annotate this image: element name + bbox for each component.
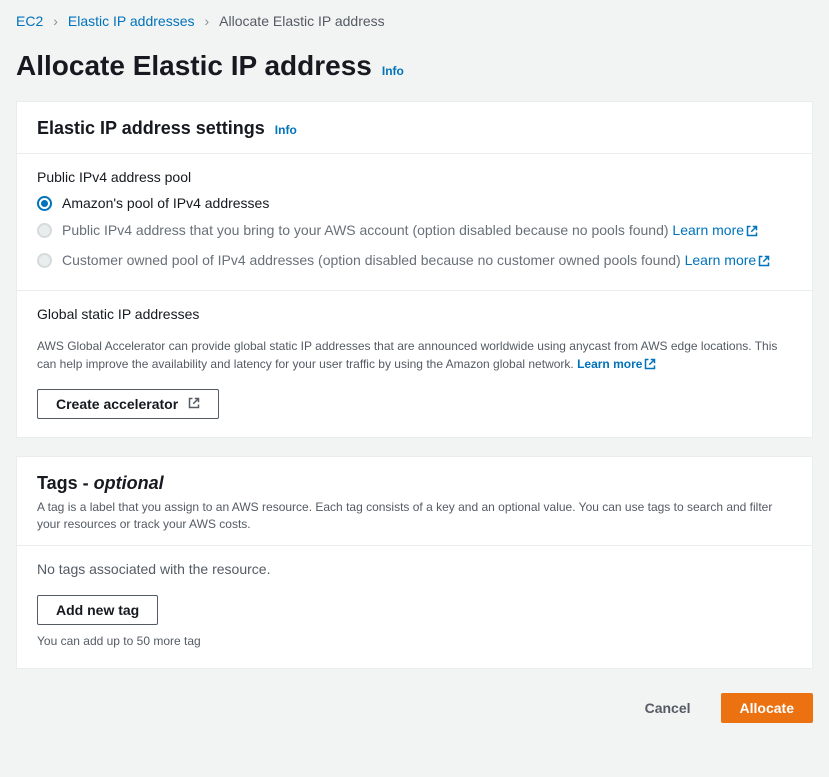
- pool-option-byoip: Public IPv4 address that you bring to yo…: [37, 221, 792, 243]
- tags-description: A tag is a label that you assign to an A…: [37, 499, 792, 533]
- learn-more-link[interactable]: Learn more: [685, 252, 771, 268]
- cancel-button[interactable]: Cancel: [627, 693, 709, 723]
- learn-more-link[interactable]: Learn more: [577, 357, 656, 371]
- learn-more-text: Learn more: [685, 252, 757, 268]
- global-ip-desc-text: AWS Global Accelerator can provide globa…: [37, 339, 777, 371]
- tags-title-suffix: optional: [94, 473, 164, 493]
- pool-option-amazon[interactable]: Amazon's pool of IPv4 addresses: [37, 194, 792, 214]
- tags-title-prefix: Tags -: [37, 473, 94, 493]
- global-ip-heading: Global static IP addresses: [37, 305, 792, 325]
- pool-option-label: Amazon's pool of IPv4 addresses: [62, 194, 269, 214]
- footer-actions: Cancel Allocate: [16, 687, 813, 723]
- tags-panel-title: Tags - optional: [37, 471, 792, 496]
- global-ip-description: AWS Global Accelerator can provide globa…: [37, 337, 792, 375]
- tags-limit-note: You can add up to 50 more tag: [37, 633, 792, 650]
- settings-panel: Elastic IP address settings Info Public …: [16, 101, 813, 438]
- pool-option-text: Customer owned pool of IPv4 addresses (o…: [62, 252, 685, 268]
- chevron-right-icon: ›: [205, 12, 210, 32]
- learn-more-text: Learn more: [577, 357, 642, 371]
- breadcrumb-current: Allocate Elastic IP address: [219, 12, 385, 32]
- page-title: Allocate Elastic IP address: [16, 46, 372, 85]
- learn-more-link[interactable]: Learn more: [672, 222, 758, 238]
- radio-disabled-icon: [37, 223, 52, 238]
- create-accelerator-label: Create accelerator: [56, 396, 178, 412]
- allocate-button[interactable]: Allocate: [721, 693, 813, 723]
- radio-selected-icon: [37, 196, 52, 211]
- pool-option-label: Public IPv4 address that you bring to yo…: [62, 221, 758, 243]
- settings-panel-title: Elastic IP address settings: [37, 116, 265, 141]
- learn-more-text: Learn more: [672, 222, 744, 238]
- pool-option-label: Customer owned pool of IPv4 addresses (o…: [62, 251, 770, 273]
- breadcrumb: EC2 › Elastic IP addresses › Allocate El…: [16, 12, 813, 32]
- radio-disabled-icon: [37, 253, 52, 268]
- add-new-tag-button[interactable]: Add new tag: [37, 595, 158, 625]
- breadcrumb-elastic-ips[interactable]: Elastic IP addresses: [68, 12, 195, 32]
- info-link[interactable]: Info: [382, 63, 404, 80]
- tags-panel: Tags - optional A tag is a label that yo…: [16, 456, 813, 669]
- external-link-icon: [746, 223, 758, 243]
- external-link-icon: [644, 357, 656, 375]
- info-link[interactable]: Info: [275, 122, 297, 139]
- breadcrumb-ec2[interactable]: EC2: [16, 12, 43, 32]
- create-accelerator-button[interactable]: Create accelerator: [37, 389, 219, 419]
- chevron-right-icon: ›: [53, 12, 58, 32]
- external-link-icon: [188, 396, 200, 412]
- pool-option-customer-owned: Customer owned pool of IPv4 addresses (o…: [37, 251, 792, 273]
- tags-empty-text: No tags associated with the resource.: [37, 560, 792, 580]
- pool-label: Public IPv4 address pool: [37, 168, 792, 188]
- pool-option-text: Public IPv4 address that you bring to yo…: [62, 222, 672, 238]
- external-link-icon: [758, 253, 770, 273]
